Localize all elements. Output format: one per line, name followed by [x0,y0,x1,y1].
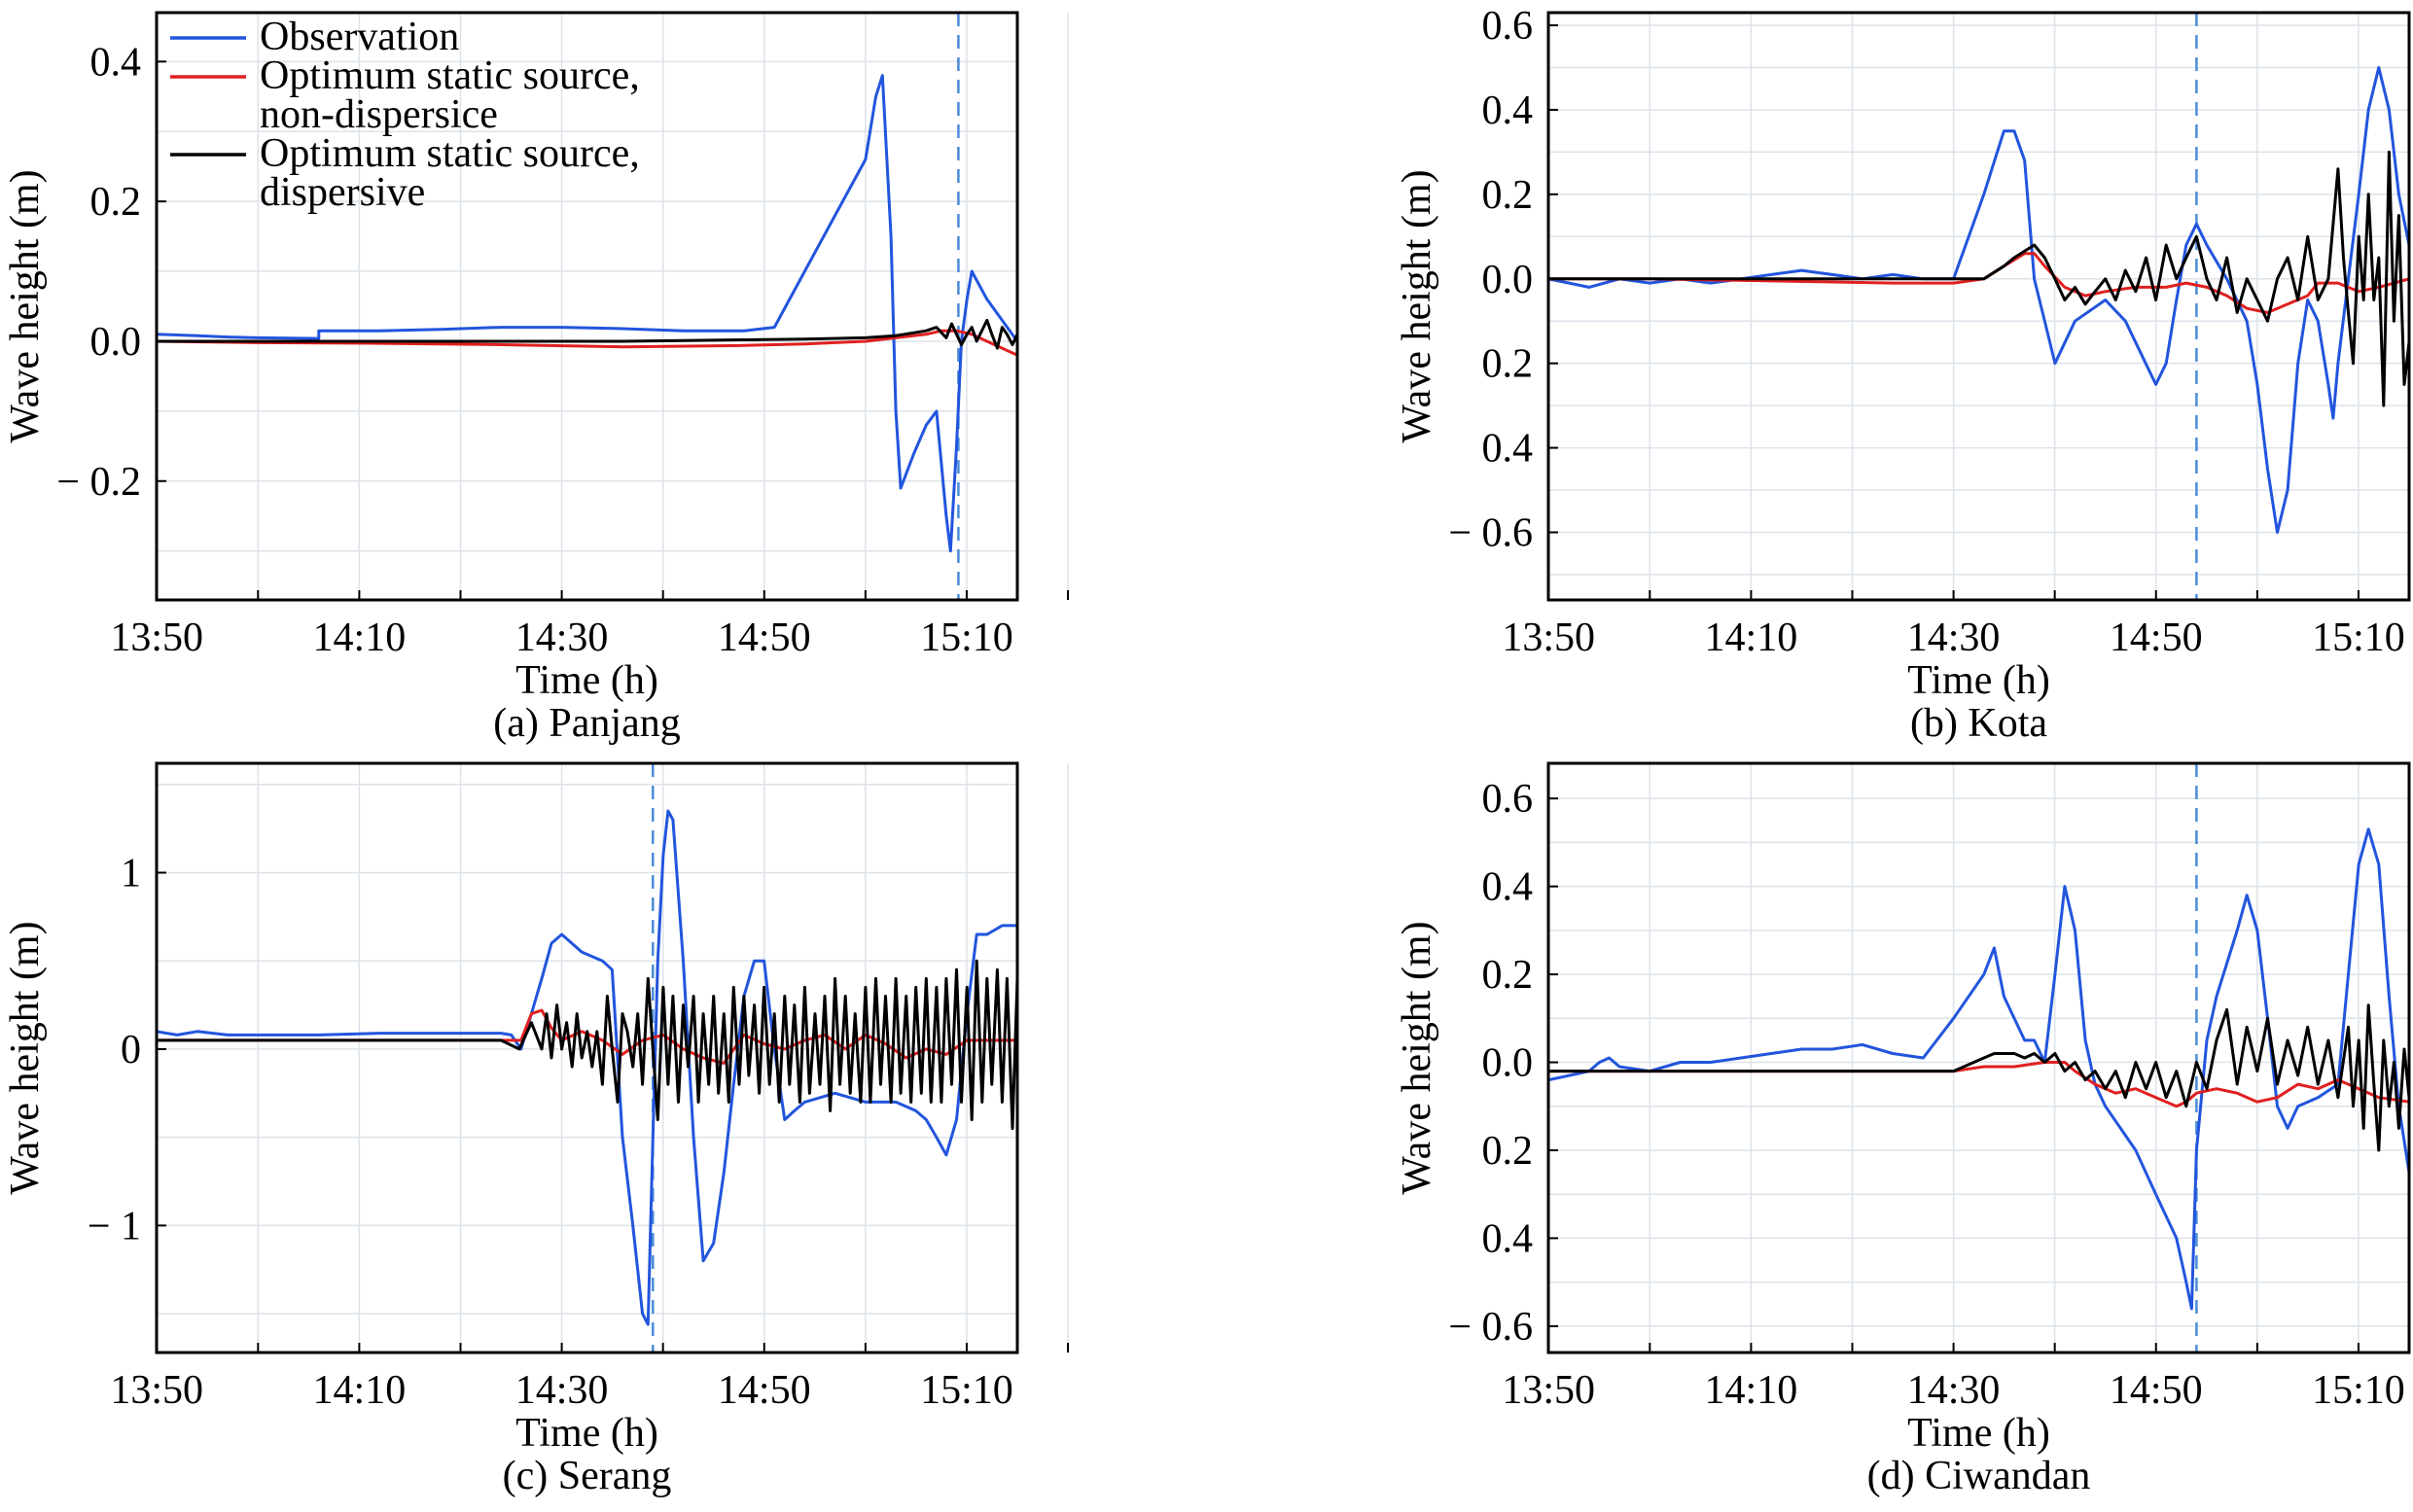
x-tick-label: 14:10 [313,1368,407,1413]
y-tick-label: 0.2 [90,180,142,225]
legend-label-3: Optimum static source, [260,131,640,176]
chart-panel-4: 13:50 14:10 14:30 14:50 15:10 0.6 0.4 0.2 0.0 0.2… [1395,761,2411,1498]
series-line-non-dispersive [157,329,1017,357]
y-tick-label: 0.4 [1482,865,1534,910]
plot-frame [155,11,1019,602]
x-tick-label: 14:50 [718,615,811,660]
x-tick-label: 14:30 [1907,1368,2001,1413]
panel-caption: (d) Ciwandan [1867,1454,2091,1498]
y-tick-label: − 0.6 [1448,510,1533,555]
chart-panel-2: 13:50 14:10 14:30 14:50 15:10 0.6 0.4 0.2 0.0 0.2… [1395,4,2411,746]
x-tick-label: 13:50 [110,615,203,660]
series-line-observation [157,809,1017,1326]
x-tick-label: 14:50 [2110,1368,2203,1413]
y-tick-label: 1 [121,851,141,896]
y-axis-label: Wave height (m) [1395,921,1439,1194]
x-tick-label: 15:10 [920,1368,1013,1413]
x-tick-label: 15:10 [920,615,1013,660]
y-tick-label: 0.6 [1482,4,1534,49]
series-line-dispersive [1548,150,2409,407]
series-line-non-dispersive [1548,252,2409,314]
x-tick-label: 14:30 [515,615,609,660]
x-tick-label: 14:10 [1705,615,1798,660]
y-tick-label: 0.4 [90,40,142,85]
series-line-dispersive [1548,1003,2409,1152]
x-tick-label: 15:10 [2312,1368,2405,1413]
y-axis-label: Wave height (m) [3,921,48,1194]
y-tick-label: 0.4 [1482,427,1534,472]
panel-caption: (b) Kota [1910,701,2047,746]
legend-label-2: Optimum static source, [260,53,640,98]
x-tick-label: 14:50 [718,1368,811,1413]
legend-label-2: non-dispersice [260,92,498,137]
y-tick-label: − 1 [88,1204,141,1248]
series-line-non-dispersive [157,1008,1017,1065]
y-tick-label: 0.2 [1482,953,1534,998]
x-tick-label: 14:10 [313,615,407,660]
x-tick-label: 13:50 [110,1368,203,1413]
plot-frame [1546,761,2411,1354]
plot-frame [1546,11,2411,602]
x-tick-label: 14:50 [2110,615,2203,660]
y-tick-label: 0.2 [1482,173,1534,218]
x-tick-label: 13:50 [1502,1368,1595,1413]
x-tick-label: 15:10 [2312,615,2405,660]
y-tick-label: 0.2 [1482,1129,1534,1174]
series-line-non-dispersive [1548,1061,2409,1108]
panel-caption: (c) Serang [503,1454,672,1498]
y-axis-label: Wave height (m) [1395,169,1439,442]
chart-panel-1: 13:50 14:10 14:30 14:50 15:10 0.4 0.2 0.0 − 0.2 T… [3,11,1070,746]
x-axis-label: Time (h) [1907,1411,2050,1456]
y-tick-label: 0 [121,1028,141,1072]
series-line-observation [1548,827,2409,1311]
plot-frame [155,761,1019,1354]
x-tick-label: 13:50 [1502,615,1595,660]
legend-label-3: dispersive [260,170,425,215]
y-tick-label: − 0.6 [1448,1305,1533,1350]
x-axis-label: Time (h) [1907,658,2050,703]
y-tick-label: 0.0 [90,320,142,365]
x-tick-label: 14:10 [1705,1368,1798,1413]
series-line-observation [1548,66,2409,534]
series-line-dispersive [157,959,1017,1131]
x-axis-label: Time (h) [515,1411,658,1456]
y-tick-label: 0.0 [1482,1041,1534,1086]
y-tick-label: 0.4 [1482,1216,1534,1261]
y-axis-label: Wave height (m) [3,169,48,442]
x-tick-label: 14:30 [1907,615,2001,660]
y-tick-label: 0.6 [1482,777,1534,822]
legend-label-1: Observation [260,15,459,59]
y-tick-label: − 0.2 [56,460,141,505]
x-tick-label: 14:30 [515,1368,609,1413]
y-tick-label: 0.0 [1482,258,1534,302]
y-tick-label: 0.4 [1482,88,1534,133]
chart-panel-3: 13:50 14:10 14:30 14:50 15:10 1 0 − 1 Time (h) Wa… [3,761,1070,1498]
series-line-observation [157,74,1017,553]
series-line-dispersive [157,318,1017,350]
y-tick-label: 0.2 [1482,342,1534,387]
panel-caption: (a) Panjang [493,701,680,746]
x-axis-label: Time (h) [515,658,658,703]
